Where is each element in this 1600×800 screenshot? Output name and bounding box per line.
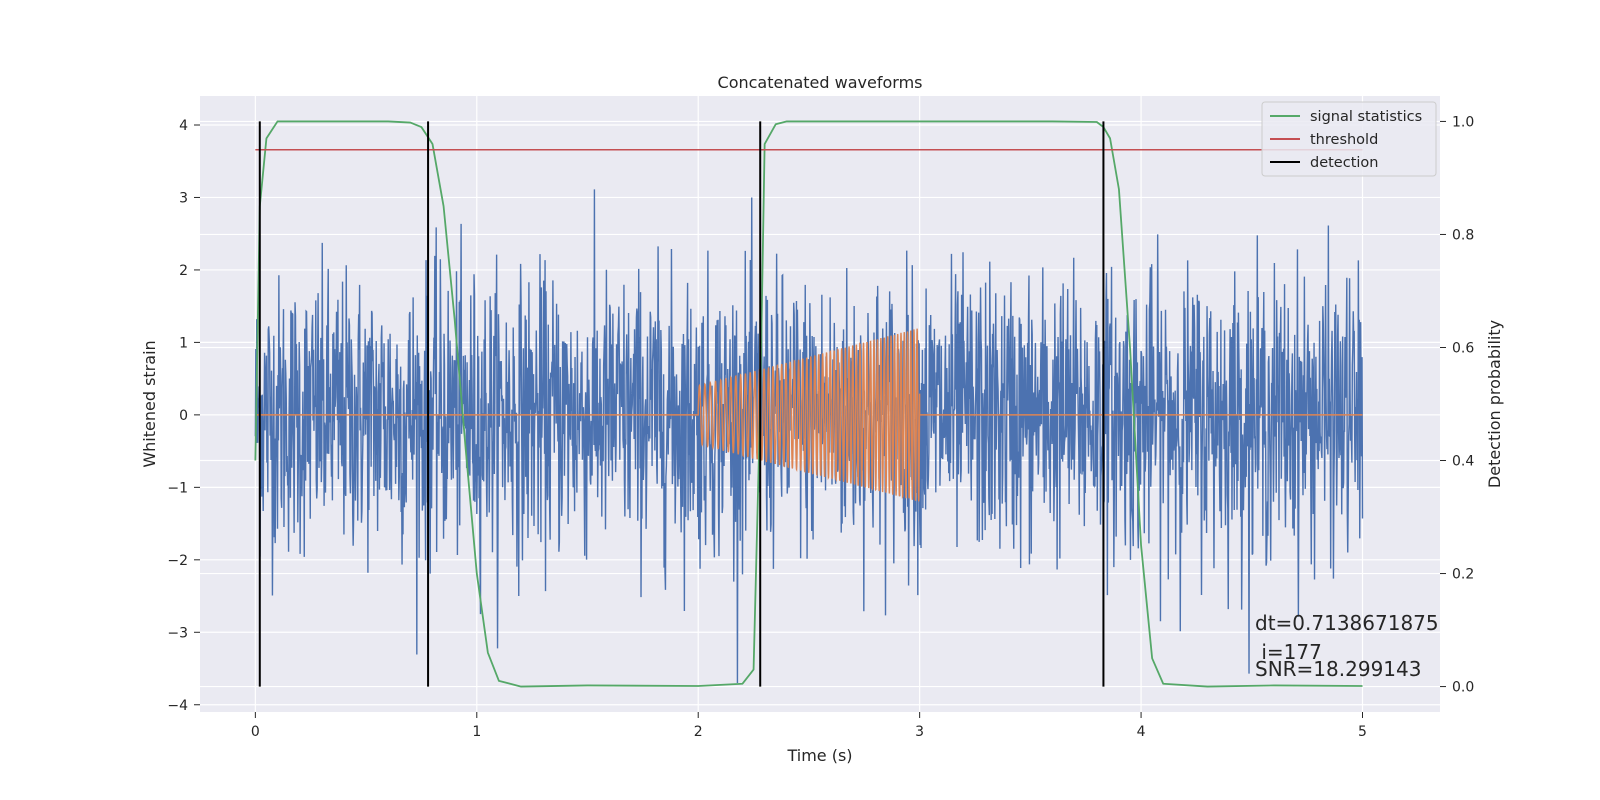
legend-frame: [1261, 101, 1437, 177]
annotation-index: i=177: [1255, 640, 1322, 664]
y-tick-label: 3: [179, 190, 188, 206]
x-tick-label: 4: [1137, 724, 1146, 740]
y-tick-label: 2: [179, 263, 188, 279]
y2-axis-label: Detection probability: [1485, 320, 1504, 488]
legend: signal statistics threshold detection: [1261, 101, 1437, 177]
y-tick-label: −3: [167, 625, 188, 641]
y2-tick-label: 0.2: [1452, 567, 1474, 583]
y-tick-label: 0: [179, 408, 188, 424]
x-tick-label: 1: [472, 724, 481, 740]
x-tick-label: 3: [915, 724, 924, 740]
y-tick-label: −2: [167, 553, 188, 569]
x-tick-label: 0: [251, 724, 260, 740]
y2-tick-label: 0.8: [1452, 227, 1474, 243]
legend-label-threshold: threshold: [1310, 132, 1378, 148]
y-tick-label: 4: [179, 118, 188, 134]
x-tick-label: 5: [1358, 724, 1367, 740]
y-axis-label: Whitened strain: [140, 340, 159, 467]
y2-tick-label: 1.0: [1452, 114, 1474, 130]
y2-tick-label: 0.4: [1452, 454, 1474, 470]
y2-tick-label: 0.6: [1452, 340, 1474, 356]
y-tick-label: 1: [179, 335, 188, 351]
y-tick-label: −4: [167, 698, 188, 714]
signal-statistics-line: [254, 120, 1363, 688]
annotation-dt: dt=0.7138671875: [1255, 611, 1439, 635]
annotation-snr: SNR=18.299143: [1255, 657, 1421, 681]
legend-label-detection: detection: [1310, 155, 1378, 171]
chirp-series-line: [255, 328, 1363, 502]
y-tick-label: −1: [167, 480, 188, 496]
chart-title: Concatenated waveforms: [718, 73, 923, 92]
y2-tick-label: 0.0: [1452, 680, 1474, 696]
series-layer: [254, 120, 1364, 688]
x-axis-label: Time (s): [786, 746, 852, 765]
ticks: 0 1 2 3 4 5 −4 −3 −2 −1 0 1 2 3 4 0.0 0.2 0.4 0.6 0.8 1.0: [167, 114, 1474, 740]
x-tick-label: 2: [694, 724, 703, 740]
legend-label-signal-statistics: signal statistics: [1310, 109, 1422, 125]
